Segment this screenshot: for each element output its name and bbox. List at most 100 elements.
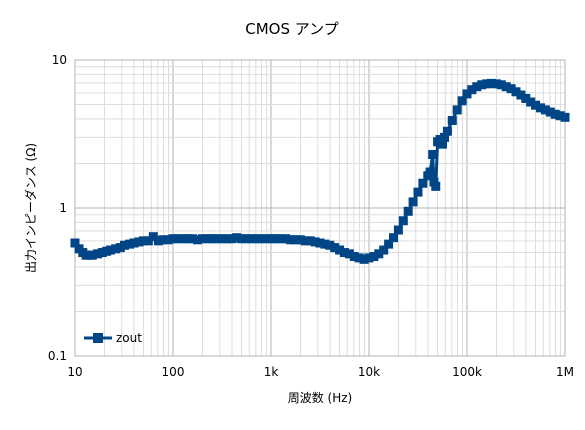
data-point-marker <box>440 132 450 142</box>
data-point-marker <box>555 111 565 121</box>
data-point-marker <box>105 245 115 255</box>
data-point-marker <box>70 238 80 248</box>
data-point-marker <box>437 139 447 149</box>
data-point-marker <box>251 234 261 244</box>
data-point-marker <box>408 197 418 207</box>
data-point-marker <box>212 234 222 244</box>
y-tick-label: 1 <box>59 201 67 215</box>
data-point-marker <box>202 234 212 244</box>
data-point-marker <box>193 235 203 245</box>
data-point-marker <box>431 181 441 191</box>
data-point-marker <box>457 96 467 106</box>
x-tick-label: 100k <box>452 365 482 379</box>
data-point-marker <box>339 248 349 258</box>
data-point-marker <box>93 249 103 259</box>
data-point-marker <box>198 234 208 244</box>
data-point-marker <box>129 238 139 248</box>
data-point-marker <box>472 82 482 92</box>
data-point-marker <box>550 109 560 119</box>
y-axis-label: 出力インピーダンス (Ω) <box>23 143 38 273</box>
data-point-marker <box>398 216 408 226</box>
x-tick-labels: 10 100 1k 10k 100k 1M <box>67 365 574 379</box>
data-point-marker <box>506 84 516 94</box>
data-point-marker <box>384 239 394 249</box>
data-point-marker <box>403 206 413 216</box>
data-point-marker <box>138 236 148 246</box>
data-point-marker <box>487 78 496 88</box>
data-point-marker <box>315 238 325 248</box>
data-point-marker <box>148 232 158 242</box>
data-point-marker <box>173 234 183 244</box>
data-point-marker <box>447 116 457 126</box>
x-tick-label: 10k <box>358 365 380 379</box>
data-point-marker <box>413 187 423 197</box>
data-point-marker <box>511 87 521 97</box>
data-point-marker <box>222 234 232 244</box>
y-tick-label: 10 <box>52 53 67 67</box>
data-point-marker <box>111 244 121 254</box>
data-point-marker <box>266 234 276 244</box>
data-point-marker <box>310 237 320 247</box>
data-point-marker <box>467 85 477 95</box>
data-point-marker <box>389 233 399 243</box>
data-point-marker <box>290 235 300 245</box>
plot-frame <box>74 59 566 357</box>
data-point-marker <box>344 249 354 259</box>
data-point-marker <box>462 89 472 99</box>
data-point-marker <box>536 103 545 113</box>
data-point-marker <box>516 90 526 100</box>
data-point-marker <box>276 234 286 244</box>
data-point-marker <box>482 79 492 89</box>
data-point-marker <box>261 234 271 244</box>
grid-lines <box>74 60 565 357</box>
data-point-marker <box>393 225 403 235</box>
data-point-marker <box>425 167 435 177</box>
legend-marker-swatch <box>93 333 103 343</box>
data-point-marker <box>305 236 315 246</box>
data-point-marker <box>281 234 291 244</box>
data-point-marker <box>300 236 310 246</box>
data-point-marker <box>545 107 555 117</box>
chart-title: CMOS アンプ <box>245 20 338 38</box>
data-point-marker <box>271 234 281 244</box>
data-point-marker <box>246 234 256 244</box>
data-point-marker <box>496 80 506 90</box>
data-point-marker <box>359 254 369 264</box>
data-point-marker <box>452 105 462 115</box>
data-point-marker <box>320 239 330 249</box>
data-point-marker <box>187 234 197 244</box>
data-point-marker <box>540 105 550 115</box>
data-point-marker <box>325 240 335 250</box>
data-point-marker <box>379 245 389 255</box>
data-point-marker <box>428 149 438 159</box>
data-point-marker <box>435 135 445 145</box>
series-line-zout <box>73 81 566 261</box>
data-point-marker <box>491 79 501 89</box>
x-tick-label: 1k <box>264 365 279 379</box>
data-point-marker <box>501 82 511 92</box>
data-point-marker <box>477 80 487 90</box>
data-point-marker <box>286 235 296 245</box>
data-point-marker <box>442 126 452 136</box>
data-point-marker <box>369 252 379 262</box>
data-point-marker <box>158 235 168 245</box>
data-point-marker <box>330 243 340 253</box>
data-point-marker <box>153 236 163 246</box>
data-point-marker <box>335 245 345 255</box>
series-layer <box>70 78 570 264</box>
legend: zout <box>84 331 142 345</box>
data-point-marker <box>364 253 374 263</box>
data-point-marker <box>237 234 247 244</box>
x-tick-label: 10 <box>67 365 82 379</box>
data-point-marker <box>241 234 251 244</box>
x-tick-label: 1M <box>556 365 574 379</box>
data-point-marker <box>256 234 266 244</box>
data-point-marker <box>143 236 153 246</box>
data-point-marker <box>560 112 570 122</box>
data-point-marker <box>526 97 536 107</box>
data-point-marker <box>168 234 178 244</box>
y-tick-label: 0.1 <box>48 349 67 363</box>
data-point-marker <box>227 234 237 244</box>
